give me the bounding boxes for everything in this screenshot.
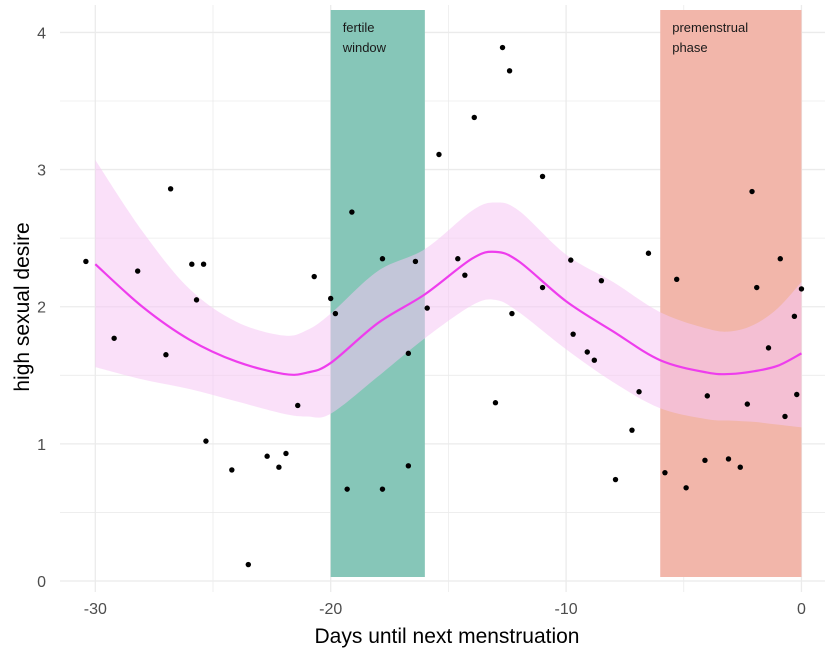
region-label-1-line-0: premenstrual	[672, 20, 748, 35]
data-point	[612, 476, 619, 483]
x-axis-title: Days until next menstruation	[315, 625, 580, 648]
y-tick-label: 4	[37, 25, 46, 42]
data-point	[229, 467, 235, 473]
region-labels: fertile window premenstrual phase	[342, 20, 749, 55]
data-point	[725, 456, 732, 462]
data-point	[405, 463, 412, 469]
data-point	[794, 391, 800, 398]
x-tick-label: -10	[555, 601, 578, 618]
data-point	[568, 257, 574, 263]
data-point	[636, 389, 642, 395]
y-tick-label: 3	[37, 163, 46, 180]
data-point	[379, 486, 386, 492]
data-point	[462, 272, 468, 278]
data-point	[405, 350, 412, 357]
data-point	[379, 256, 386, 262]
data-point	[683, 485, 689, 491]
data-point	[424, 305, 430, 311]
data-point	[591, 357, 598, 363]
data-point	[471, 114, 477, 121]
data-point	[189, 261, 195, 267]
data-point	[264, 453, 270, 459]
data-point	[584, 349, 590, 355]
data-point	[598, 277, 605, 284]
data-point	[332, 310, 339, 317]
data-point	[674, 276, 680, 282]
shaded-region-1	[660, 10, 802, 577]
data-point	[798, 286, 805, 292]
data-point	[412, 258, 419, 265]
data-point	[200, 261, 207, 267]
smooth-line	[94, 250, 802, 376]
data-point	[737, 464, 743, 470]
data-point	[311, 273, 317, 280]
confidence-band	[95, 159, 802, 428]
confidence-band-area	[95, 159, 802, 428]
region-label-0-line-0: fertile	[343, 20, 375, 35]
y-tick-labels: 0 1 2 3 4	[37, 25, 46, 591]
y-tick-label: 0	[37, 574, 46, 591]
data-point	[499, 44, 506, 51]
data-point	[203, 438, 209, 444]
data-points	[83, 44, 805, 568]
data-point	[539, 284, 546, 291]
data-point	[645, 250, 652, 256]
x-tick-label: -30	[84, 601, 107, 618]
data-point	[704, 393, 711, 399]
data-point	[744, 401, 751, 407]
y-tick-label: 1	[37, 437, 46, 454]
data-point	[782, 413, 788, 420]
smooth-line-group	[94, 250, 802, 376]
data-point	[749, 188, 755, 195]
data-point	[344, 486, 350, 492]
data-point	[163, 352, 169, 358]
data-point	[455, 256, 461, 262]
data-point	[702, 457, 708, 464]
x-tick-label: 0	[797, 601, 806, 618]
data-point	[570, 331, 576, 337]
data-point	[295, 402, 301, 409]
data-point	[245, 561, 252, 568]
data-point	[193, 297, 200, 303]
data-point	[283, 450, 289, 457]
x-tick-label: -20	[319, 601, 342, 618]
region-label-0-line-1: window	[342, 40, 387, 55]
data-point	[436, 151, 442, 158]
data-point	[509, 310, 515, 317]
data-point	[765, 345, 772, 351]
y-tick-label: 2	[37, 300, 46, 317]
data-point	[539, 173, 546, 180]
data-point	[492, 400, 499, 406]
data-point	[327, 295, 334, 302]
x-tick-labels: -30 -20 -10 0	[84, 601, 806, 618]
data-point	[276, 464, 282, 470]
data-point	[777, 256, 783, 262]
data-point	[167, 186, 174, 192]
data-point	[111, 335, 117, 341]
data-point	[506, 68, 513, 74]
y-axis-title: high sexual desire	[11, 222, 34, 391]
data-point	[754, 284, 760, 291]
data-point	[662, 469, 668, 476]
data-point	[629, 427, 635, 433]
data-point	[83, 258, 89, 265]
data-point	[134, 268, 141, 274]
region-label-1-line-1: phase	[672, 40, 707, 55]
data-point	[791, 313, 798, 320]
data-point	[349, 209, 355, 215]
